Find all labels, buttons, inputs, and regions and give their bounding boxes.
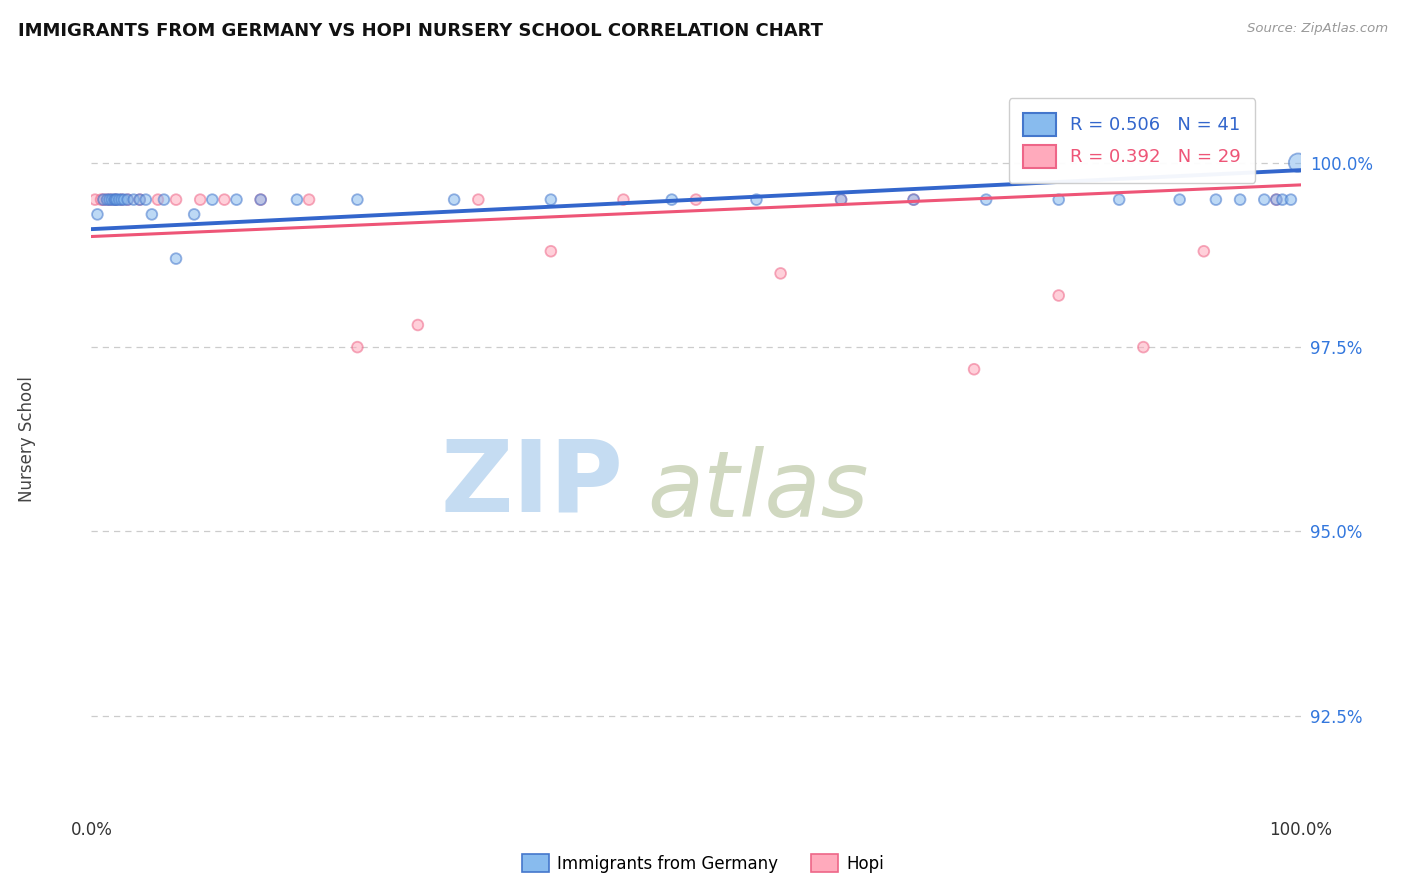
Point <box>84 193 107 207</box>
Point <box>285 193 308 207</box>
Point <box>1168 193 1191 207</box>
Point <box>214 193 236 207</box>
Point <box>165 252 187 266</box>
Point <box>1253 193 1275 207</box>
Point <box>540 193 562 207</box>
Point <box>249 193 271 207</box>
Point <box>540 244 562 259</box>
Legend: Immigrants from Germany, Hopi: Immigrants from Germany, Hopi <box>515 847 891 880</box>
Point <box>769 266 792 280</box>
Point <box>1047 288 1070 302</box>
Point <box>100 193 122 207</box>
Point <box>93 193 115 207</box>
Text: IMMIGRANTS FROM GERMANY VS HOPI NURSERY SCHOOL CORRELATION CHART: IMMIGRANTS FROM GERMANY VS HOPI NURSERY … <box>18 22 824 40</box>
Point <box>128 193 150 207</box>
Point <box>111 193 132 207</box>
Point <box>1108 193 1130 207</box>
Text: ZIP: ZIP <box>440 435 623 533</box>
Point <box>443 193 465 207</box>
Point <box>346 193 368 207</box>
Point <box>830 193 852 207</box>
Point <box>103 193 125 207</box>
Point <box>1132 340 1154 354</box>
Point <box>661 193 683 207</box>
Point <box>1279 193 1302 207</box>
Point <box>165 193 187 207</box>
Point <box>104 193 127 207</box>
Point <box>112 193 135 207</box>
Point <box>90 193 112 207</box>
Point <box>183 207 205 221</box>
Point <box>141 207 163 221</box>
Point <box>101 193 124 207</box>
Point <box>153 193 176 207</box>
Point <box>346 340 368 354</box>
Point <box>685 193 707 207</box>
Point <box>1205 193 1227 207</box>
Text: atlas: atlas <box>648 447 869 536</box>
Point <box>903 193 925 207</box>
Y-axis label: Nursery School: Nursery School <box>18 376 35 502</box>
Point <box>298 193 321 207</box>
Point <box>249 193 271 207</box>
Point <box>98 193 121 207</box>
Point <box>1271 193 1294 207</box>
Point <box>467 193 489 207</box>
Point <box>1265 193 1288 207</box>
Point <box>225 193 247 207</box>
Point <box>96 193 118 207</box>
Point <box>1286 155 1309 169</box>
Point <box>830 193 852 207</box>
Legend: R = 0.506   N = 41, R = 0.392   N = 29: R = 0.506 N = 41, R = 0.392 N = 29 <box>1008 98 1256 183</box>
Point <box>1047 193 1070 207</box>
Point <box>104 193 127 207</box>
Text: Source: ZipAtlas.com: Source: ZipAtlas.com <box>1247 22 1388 36</box>
Point <box>903 193 925 207</box>
Point <box>128 193 150 207</box>
Point <box>122 193 145 207</box>
Point <box>117 193 139 207</box>
Point <box>108 193 131 207</box>
Point <box>201 193 224 207</box>
Point <box>1265 193 1288 207</box>
Point <box>1229 193 1251 207</box>
Point <box>188 193 211 207</box>
Point <box>96 193 118 207</box>
Point <box>117 193 139 207</box>
Point <box>974 193 997 207</box>
Point <box>612 193 634 207</box>
Point <box>406 318 429 332</box>
Point <box>93 193 115 207</box>
Point <box>135 193 157 207</box>
Point <box>111 193 132 207</box>
Point <box>105 193 128 207</box>
Point <box>146 193 169 207</box>
Point <box>745 193 768 207</box>
Point <box>86 207 108 221</box>
Point <box>1192 244 1215 259</box>
Point <box>963 362 986 376</box>
